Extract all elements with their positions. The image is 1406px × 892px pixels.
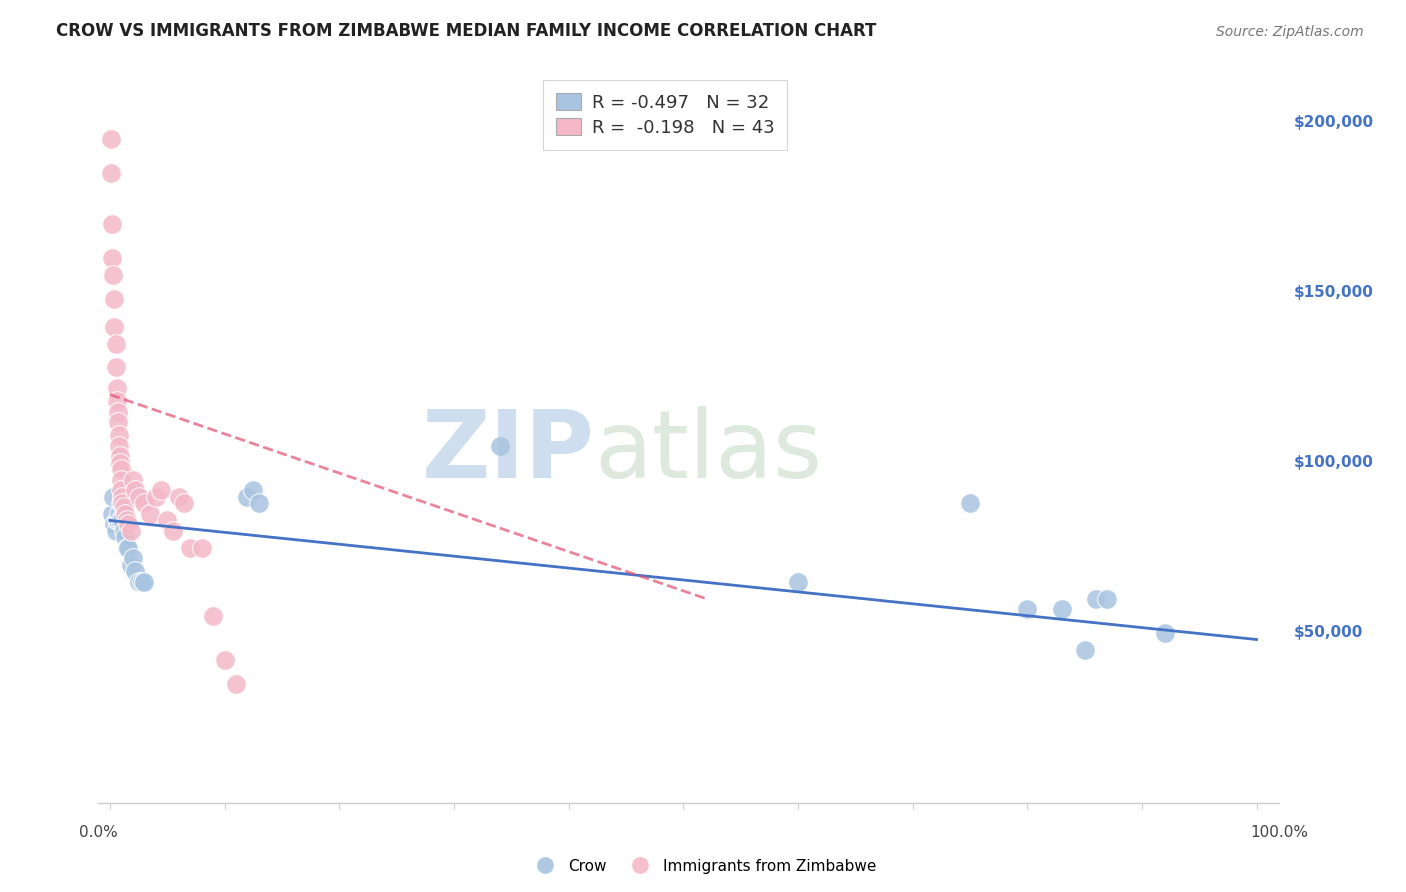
Point: [121, 473, 143, 487]
Point: [105, 394, 128, 409]
Point: [1017, 602, 1039, 616]
Point: [117, 541, 139, 555]
Point: [111, 513, 134, 527]
Legend: Crow, Immigrants from Zimbabwe: Crow, Immigrants from Zimbabwe: [523, 853, 883, 880]
Point: [247, 496, 270, 510]
Point: [1073, 642, 1095, 657]
Point: [1050, 602, 1073, 616]
Point: [128, 490, 150, 504]
Point: [110, 462, 132, 476]
Point: [150, 483, 173, 497]
Point: [105, 513, 128, 527]
Point: [786, 574, 808, 589]
Point: [108, 428, 131, 442]
Point: [107, 404, 129, 418]
Point: [108, 456, 131, 470]
Point: [959, 496, 981, 510]
Point: [120, 524, 142, 538]
Point: [110, 473, 132, 487]
Legend: R = -0.497   N = 32, R =  -0.198   N = 43: R = -0.497 N = 32, R = -0.198 N = 43: [543, 80, 787, 150]
Point: [131, 574, 153, 589]
Point: [104, 360, 127, 375]
Point: [134, 496, 156, 510]
Text: CROW VS IMMIGRANTS FROM ZIMBABWE MEDIAN FAMILY INCOME CORRELATION CHART: CROW VS IMMIGRANTS FROM ZIMBABWE MEDIAN …: [56, 21, 876, 39]
Point: [100, 132, 122, 146]
Point: [110, 483, 132, 497]
Point: [101, 507, 124, 521]
Text: 100.0%: 100.0%: [1250, 825, 1309, 839]
Point: [190, 541, 212, 555]
Point: [145, 490, 167, 504]
Point: [104, 524, 127, 538]
Point: [105, 381, 128, 395]
Point: [1097, 591, 1119, 606]
Point: [242, 483, 264, 497]
Point: [124, 483, 146, 497]
Point: [121, 550, 143, 565]
Point: [101, 218, 124, 232]
Point: [173, 496, 195, 510]
Point: [107, 415, 129, 429]
Point: [225, 677, 247, 691]
Text: atlas: atlas: [595, 406, 823, 498]
Point: [236, 490, 259, 504]
Point: [114, 507, 136, 521]
Text: $100,000: $100,000: [1294, 455, 1374, 470]
Point: [167, 490, 190, 504]
Point: [115, 541, 138, 555]
Point: [1153, 625, 1175, 640]
Point: [139, 507, 162, 521]
Point: [214, 653, 236, 667]
Point: [134, 574, 156, 589]
Point: [124, 565, 146, 579]
Text: 0.0%: 0.0%: [79, 825, 118, 839]
Point: [111, 490, 134, 504]
Point: [115, 513, 138, 527]
Point: [114, 531, 136, 545]
Point: [108, 507, 131, 521]
Point: [117, 516, 139, 531]
Point: [101, 252, 124, 266]
Point: [103, 516, 125, 531]
Point: [488, 439, 510, 453]
Point: [1085, 591, 1108, 606]
Point: [112, 500, 135, 514]
Text: $50,000: $50,000: [1294, 625, 1362, 640]
Point: [128, 574, 150, 589]
Point: [103, 268, 125, 283]
Point: [111, 496, 134, 510]
Text: $200,000: $200,000: [1294, 115, 1374, 130]
Text: $150,000: $150,000: [1294, 285, 1374, 300]
Point: [110, 496, 132, 510]
Point: [179, 541, 201, 555]
Point: [162, 524, 184, 538]
Text: ZIP: ZIP: [422, 406, 595, 498]
Point: [108, 449, 131, 463]
Point: [112, 524, 135, 538]
Point: [103, 293, 125, 307]
Point: [120, 558, 142, 572]
Point: [156, 513, 179, 527]
Point: [103, 319, 125, 334]
Point: [104, 336, 127, 351]
Point: [100, 166, 122, 180]
Point: [202, 608, 225, 623]
Point: [108, 513, 131, 527]
Point: [108, 439, 131, 453]
Point: [103, 490, 125, 504]
Point: [107, 513, 129, 527]
Text: Source: ZipAtlas.com: Source: ZipAtlas.com: [1216, 25, 1364, 38]
